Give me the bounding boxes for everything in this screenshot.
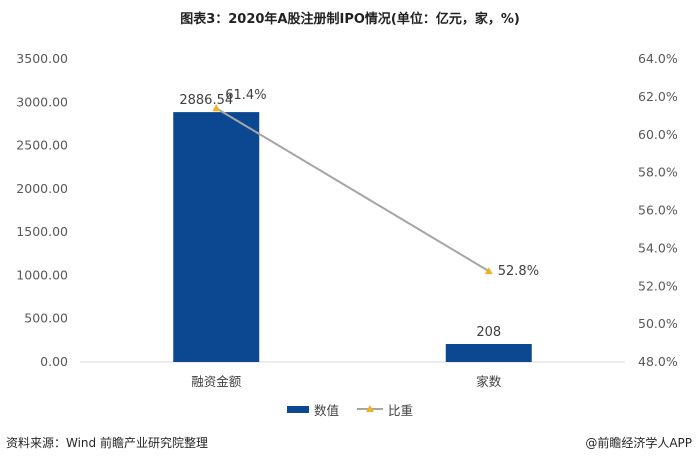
ratio-value-label: 61.4%: [225, 88, 266, 103]
right-axis-ticks: 48.0% 50.0% 52.0% 54.0% 56.0% 58.0% 60.0% 62.0%…: [638, 51, 678, 369]
bar-value-label: 208: [476, 325, 501, 340]
left-axis-tick-label: 3500.00: [16, 51, 68, 66]
right-axis-tick-label: 48.0%: [638, 354, 678, 369]
right-axis-tick-label: 60.0%: [638, 127, 678, 142]
legend-item-bar[interactable]: 数值: [286, 400, 339, 419]
line-triangle-marker-icon: [357, 404, 383, 414]
right-axis-tick-label: 56.0%: [638, 203, 678, 218]
right-axis-tick-label: 62.0%: [638, 89, 678, 104]
category-label: 家数: [476, 374, 502, 389]
data-labels: 2886.54 208 61.4% 52.8%: [179, 88, 539, 340]
right-axis-tick-label: 58.0%: [638, 165, 678, 180]
legend: 数值 比重: [0, 400, 700, 419]
right-axis-tick-label: 64.0%: [638, 51, 678, 66]
category-label: 融资金额: [191, 374, 242, 389]
legend-bar-label: 数值: [313, 402, 339, 418]
left-axis-ticks: 0.00 500.00 1000.00 1500.00 2000.00 2500.00 30…: [16, 51, 68, 369]
left-axis-tick-label: 0.00: [40, 354, 68, 369]
ratio-value-label: 52.8%: [498, 264, 539, 279]
left-axis-tick-label: 1000.00: [16, 267, 68, 282]
left-axis-tick-label: 500.00: [24, 311, 68, 326]
right-axis-tick-label: 50.0%: [638, 316, 678, 331]
bars: [173, 112, 532, 362]
left-axis-tick-label: 2000.00: [16, 181, 68, 196]
bar: [445, 343, 532, 362]
bar-swatch-icon: [286, 405, 309, 413]
brand-label: @前瞻经济学人APP: [585, 436, 692, 450]
ratio-point-marker: [484, 267, 493, 275]
left-axis-tick-label: 2500.00: [16, 138, 68, 153]
chart-title: 图表3：2020年A股注册制IPO情况(单位：亿元，家，%): [180, 12, 520, 27]
bar-value-label: 2886.54: [179, 93, 233, 108]
right-axis-tick-label: 52.0%: [638, 278, 678, 293]
ratio-line-path: [215, 107, 490, 272]
legend-item-line[interactable]: 比重: [357, 400, 413, 419]
bar: [173, 112, 260, 362]
category-labels: 融资金额 家数: [191, 374, 502, 389]
ratio-line: [212, 104, 493, 275]
chart-svg: 0.00 500.00 1000.00 1500.00 2000.00 2500.00 30…: [16, 51, 678, 389]
source-note: 资料来源：Wind 前瞻产业研究院整理: [6, 436, 208, 450]
right-axis-tick-label: 54.0%: [638, 240, 678, 255]
left-axis-tick-label: 3000.00: [16, 94, 68, 109]
left-axis-tick-label: 1500.00: [16, 224, 68, 239]
ratio-point-marker: [212, 104, 221, 112]
legend-line-label: 比重: [388, 402, 414, 418]
